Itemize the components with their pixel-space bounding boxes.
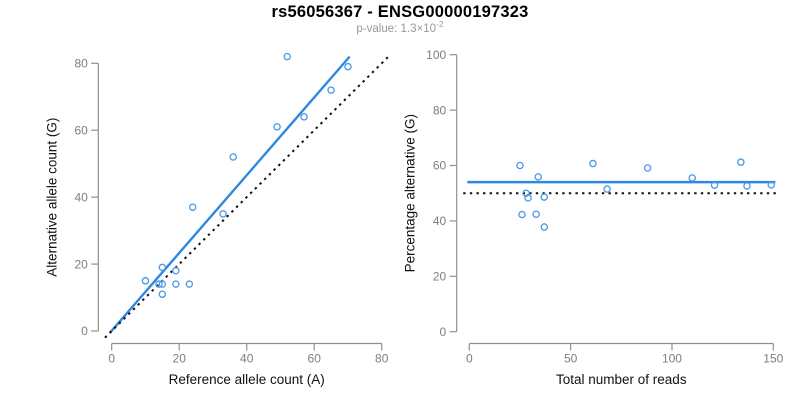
data-point xyxy=(185,280,194,288)
x-tick-label: 100 xyxy=(662,352,682,366)
y-tick-label: 20 xyxy=(433,270,447,284)
data-point xyxy=(589,159,597,168)
y-tick-label: 100 xyxy=(426,48,446,62)
data-point xyxy=(540,223,549,231)
y-tick-label: 20 xyxy=(74,257,88,271)
data-point xyxy=(141,277,150,285)
y-tick-label: 0 xyxy=(81,324,88,338)
y-tick-label: 60 xyxy=(433,159,447,173)
data-point xyxy=(603,185,611,193)
x-tick-label: 40 xyxy=(240,352,254,366)
data-point xyxy=(344,62,352,71)
y-tick-label: 0 xyxy=(440,325,447,339)
data-point xyxy=(767,181,776,189)
data-point xyxy=(540,193,549,201)
plot-title: rs56056367 - ENSG00000197323 xyxy=(271,3,529,21)
x-tick-label: 60 xyxy=(308,352,322,366)
pvalue-text: p-value: 1.3×10 xyxy=(356,23,437,35)
data-point xyxy=(518,210,526,219)
y-tick-label: 80 xyxy=(433,103,447,117)
data-point xyxy=(743,182,751,190)
panel-content xyxy=(104,52,390,339)
data-point xyxy=(688,174,696,182)
panel-content xyxy=(463,158,778,231)
data-point xyxy=(516,161,524,170)
x-tick-label: 150 xyxy=(763,352,783,366)
identity-line xyxy=(104,55,390,339)
x-tick-label: 20 xyxy=(173,352,187,366)
x-axis-label: Total number of reads xyxy=(556,372,687,387)
data-point xyxy=(534,173,542,181)
data-point xyxy=(158,290,167,298)
data-point xyxy=(229,153,237,161)
data-point xyxy=(710,181,719,189)
y-tick-label: 80 xyxy=(74,57,88,71)
y-axis-label: Alternative allele count (G) xyxy=(44,118,59,277)
x-tick-label: 0 xyxy=(108,352,115,366)
data-point xyxy=(643,164,652,172)
y-tick-label: 40 xyxy=(74,190,88,204)
x-tick-label: 50 xyxy=(564,352,578,366)
data-point xyxy=(524,194,532,202)
data-point xyxy=(219,210,227,218)
pvalue-exponent: -2 xyxy=(436,19,444,30)
data-point xyxy=(155,280,163,288)
x-axis-label: Reference allele count (A) xyxy=(169,372,325,387)
data-point xyxy=(327,86,335,94)
data-point xyxy=(158,280,167,288)
data-point xyxy=(283,52,291,61)
y-tick-label: 40 xyxy=(433,214,447,228)
data-point xyxy=(273,123,281,131)
data-point xyxy=(300,113,308,121)
x-tick-label: 0 xyxy=(466,352,473,366)
data-point xyxy=(532,210,540,219)
fit-line xyxy=(109,55,351,334)
panel-left: 0 20 40 60 80 0 20 40 60 80 Reference allele count… xyxy=(44,52,390,387)
data-point xyxy=(158,263,167,272)
y-axis-label: Percentage alternative (G) xyxy=(403,114,418,272)
plot-subtitle: p-value: 1.3×10-2 xyxy=(0,20,800,35)
data-point xyxy=(188,203,197,211)
y-tick-label: 60 xyxy=(74,123,88,137)
data-point xyxy=(172,280,180,288)
x-tick-label: 80 xyxy=(375,352,389,366)
data-point xyxy=(172,267,180,275)
data-point xyxy=(522,189,530,197)
panel-right: 0 50 100 150 0 20 40 60 80 100 Total number of rea… xyxy=(403,48,784,387)
data-point xyxy=(737,158,745,166)
